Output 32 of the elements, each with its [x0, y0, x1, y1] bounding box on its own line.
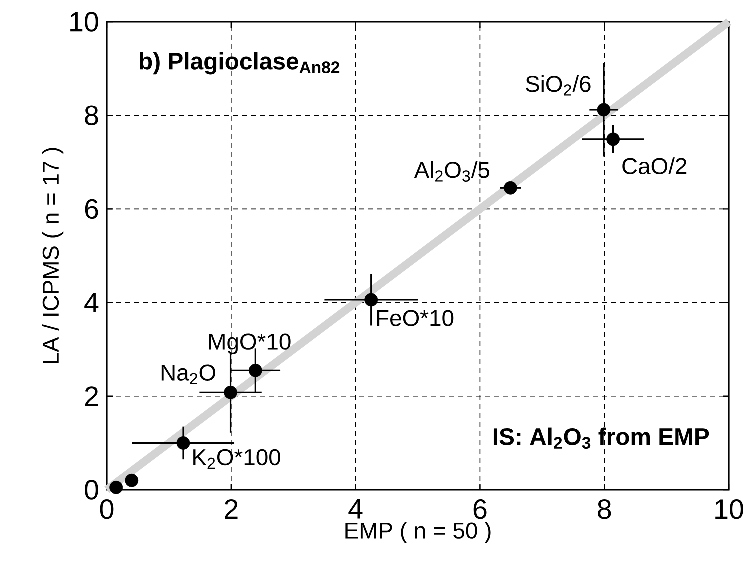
x-tick-label: 2: [225, 500, 238, 519]
x-tick-label: 0: [100, 500, 114, 520]
annotation: CaO/2: [622, 158, 687, 174]
point: [597, 103, 611, 117]
x-tick-label: 4: [348, 500, 363, 519]
point: [504, 181, 518, 195]
point: [176, 436, 190, 450]
x-tick-label: 8: [598, 500, 612, 520]
y-tick-label: 6: [85, 199, 98, 220]
point: [224, 386, 238, 400]
y-tick-label: 2: [85, 386, 98, 406]
point: [248, 364, 262, 378]
x-axis-title: EMP ( n = 50 ): [346, 522, 491, 544]
annotation: IS: Al$_{2}$O$_{3}$ from EMP: [494, 428, 710, 450]
annotation: FeO*10: [377, 310, 454, 326]
x-tick-label: 10: [716, 500, 744, 520]
y-tick-label: 10: [70, 12, 98, 32]
y-tick-label: 4: [84, 293, 99, 312]
annotation: MgO*10: [210, 334, 291, 354]
point: [606, 132, 620, 146]
x-tick-label: 6: [474, 500, 487, 520]
annotation: Na$_{2}$O: [162, 364, 216, 384]
point: [110, 480, 124, 494]
text: b) Plagioclase$_{An82}$: [140, 52, 340, 75]
y-tick-label: 0: [85, 480, 98, 500]
point: [125, 474, 139, 488]
annotation: K$_{2}$O*100: [194, 449, 280, 470]
y-axis-title: LA / ICPMS ( n = 17 ): [42, 148, 64, 364]
point: [364, 293, 378, 307]
y-tick-label: 8: [85, 106, 98, 126]
annotation: SiO$_{2}$/6: [526, 75, 591, 96]
annotation: Al$_{2}$O$_{3}$/5: [414, 161, 490, 182]
